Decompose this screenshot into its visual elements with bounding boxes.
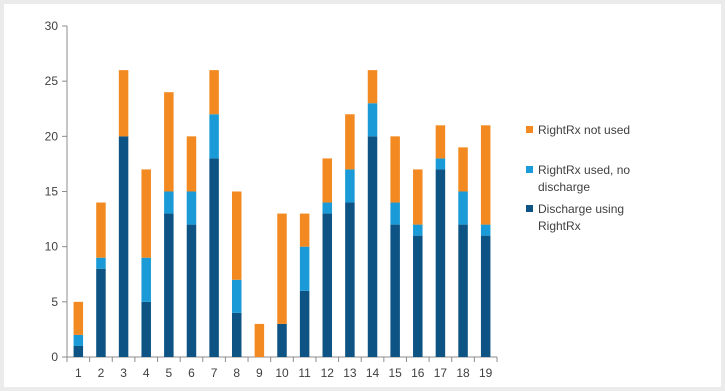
chart-panel: 0 5 10 15 20 25 30 1 2 3 4 5 6 7 8 9 10 11 12 13 14 15 16 17 18… [4, 4, 721, 387]
legend-swatch [526, 126, 533, 133]
bar-segment-rightrx-not-used [164, 92, 174, 192]
bar-segment-rightrx-not-used [73, 301, 84, 335]
bar-segment-discharge-using-rightrx [435, 169, 446, 357]
bar-segment-discharge-using-rightrx [118, 136, 129, 357]
bar-segment-discharge-using-rightrx [345, 202, 355, 357]
bar-segment-rightrx-not-used [367, 70, 378, 104]
bar-segment-discharge-using-rightrx [458, 224, 468, 357]
bar-segment-discharge-using-rightrx [299, 290, 310, 357]
legend-label: RightRx used, no discharge [538, 163, 630, 194]
y-tick-label: 20 [45, 129, 59, 143]
bar-segment-rightrx-used-no-discharge [299, 246, 310, 291]
bar-segment-discharge-using-rightrx [186, 224, 197, 357]
bar-segment-rightrx-used-no-discharge [367, 103, 378, 137]
bar-segment-rightrx-used-no-discharge [390, 202, 400, 225]
legend-label-line: discharge [538, 180, 590, 194]
x-tick-label: 14 [366, 366, 380, 380]
bar-segment-discharge-using-rightrx [209, 158, 219, 357]
bar-segment-rightrx-not-used [322, 158, 333, 203]
y-tick-label: 15 [45, 185, 59, 199]
bar-segment-rightrx-not-used [480, 125, 491, 225]
x-tick-label: 6 [188, 366, 195, 380]
x-tick-label: 9 [256, 366, 263, 380]
x-tick-label: 16 [411, 366, 425, 380]
bar-segment-rightrx-used-no-discharge [73, 334, 84, 346]
x-axis: 1 2 3 4 5 6 7 8 9 10 11 12 13 14 15 16 17 18 19 [66, 356, 498, 380]
legend-swatch [526, 205, 533, 212]
bar-segment-rightrx-used-no-discharge [96, 257, 106, 269]
bar-segment-rightrx-not-used [345, 114, 355, 170]
legend-label-line: RightRx [538, 219, 581, 233]
bar-segment-rightrx-not-used [254, 323, 265, 357]
x-tick-label: 11 [298, 366, 311, 380]
x-tick-label: 2 [98, 366, 105, 380]
x-tick-label: 8 [233, 366, 240, 380]
bar-segment-discharge-using-rightrx [73, 345, 84, 357]
bar-segment-rightrx-not-used [141, 169, 151, 258]
x-tick-label: 17 [434, 366, 448, 380]
bar-segment-discharge-using-rightrx [231, 312, 242, 357]
bar-segment-rightrx-not-used [458, 147, 468, 192]
bar-segment-rightrx-used-no-discharge [231, 279, 242, 313]
bar-segment-rightrx-used-no-discharge [345, 169, 355, 203]
bar-segment-rightrx-not-used [231, 191, 242, 280]
bar-segment-discharge-using-rightrx [480, 235, 491, 357]
legend-label: RightRx not used [538, 123, 630, 137]
legend-label-line: RightRx used, no [538, 163, 630, 177]
y-tick-label: 30 [45, 19, 59, 33]
bar-segment-rightrx-not-used [96, 202, 106, 258]
x-tick-label: 18 [456, 366, 470, 380]
x-tick-label: 3 [120, 366, 127, 380]
x-tick-label: 5 [165, 366, 172, 380]
bar-segment-rightrx-not-used [413, 169, 423, 225]
y-tick-label: 5 [51, 295, 58, 309]
bar-segment-rightrx-used-no-discharge [322, 202, 333, 214]
y-tick-label: 0 [51, 350, 58, 364]
bar-segment-rightrx-used-no-discharge [164, 191, 174, 214]
x-tick-label: 15 [388, 366, 402, 380]
x-tick-label: 7 [211, 366, 218, 380]
x-tick-label: 10 [275, 366, 289, 380]
bar-segment-discharge-using-rightrx [390, 224, 400, 357]
bar-segment-discharge-using-rightrx [96, 268, 106, 357]
bar-segment-discharge-using-rightrx [164, 213, 174, 357]
bar-segment-discharge-using-rightrx [322, 213, 333, 357]
bar-segment-discharge-using-rightrx [277, 323, 287, 357]
y-axis: 0 5 10 15 20 25 30 [45, 19, 68, 364]
bar-segment-rightrx-not-used [209, 70, 219, 115]
bar-segment-rightrx-not-used [299, 213, 310, 247]
bar-segment-rightrx-not-used [186, 136, 197, 192]
bar-segment-rightrx-used-no-discharge [458, 191, 468, 225]
y-tick-label: 10 [45, 240, 59, 254]
bar-segment-rightrx-not-used [435, 125, 446, 159]
legend: RightRx not used RightRx used, no discharg… [526, 123, 630, 233]
x-tick-label: 19 [479, 366, 493, 380]
x-tick-label: 12 [321, 366, 335, 380]
bar-segment-rightrx-used-no-discharge [209, 114, 219, 159]
x-tick-label: 4 [143, 366, 150, 380]
bar-segment-rightrx-not-used [277, 213, 287, 324]
bar-segment-discharge-using-rightrx [367, 136, 378, 357]
bar-series [73, 70, 491, 357]
x-tick-label: 1 [75, 366, 82, 380]
bar-segment-rightrx-used-no-discharge [413, 224, 423, 236]
bar-segment-rightrx-used-no-discharge [141, 257, 151, 302]
legend-label-line: Discharge using [538, 202, 624, 216]
bar-segment-rightrx-not-used [118, 70, 129, 137]
bar-segment-discharge-using-rightrx [141, 301, 151, 357]
legend-label-line: RightRx not used [538, 123, 630, 137]
bar-segment-discharge-using-rightrx [413, 235, 423, 357]
bar-segment-rightrx-used-no-discharge [435, 158, 446, 170]
legend-swatch [526, 166, 533, 173]
y-tick-label: 25 [45, 74, 59, 88]
x-tick-label: 13 [343, 366, 357, 380]
bar-segment-rightrx-used-no-discharge [186, 191, 197, 225]
bar-segment-rightrx-not-used [390, 136, 400, 203]
legend-label: Discharge using RightRx [538, 202, 624, 233]
bar-segment-rightrx-used-no-discharge [480, 224, 491, 236]
